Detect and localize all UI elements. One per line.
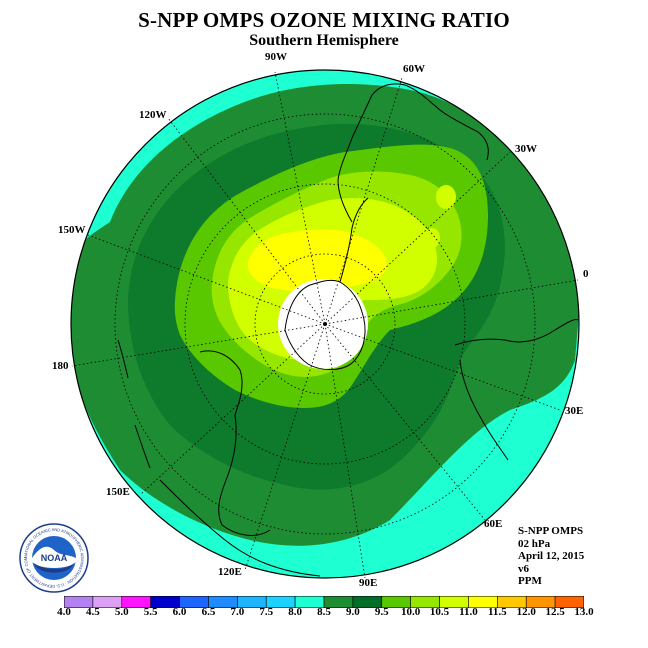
lon-label-150w: 150W	[58, 224, 86, 236]
lon-label-0: 0	[583, 268, 589, 280]
meridian-120e	[244, 323, 326, 571]
lon-label-90w: 90W	[265, 51, 287, 63]
noaa-logo: NOAA NATIONAL OCEANIC AND ATMOSPHERIC AD…	[18, 522, 89, 593]
parallel-60s	[114, 113, 536, 535]
colorbar-tick-label: 8.0	[288, 606, 302, 618]
info-block: S-NPP OMPS 02 hPa April 12, 2015 v6 PPM	[518, 525, 584, 588]
meridian-0	[324, 279, 579, 325]
antarctica-coast	[284, 279, 366, 370]
colorbar-tick-label: 7.0	[230, 606, 245, 618]
antarctic-peninsula	[339, 197, 369, 283]
colorbar-tick-label: 4.0	[57, 606, 71, 618]
contour-9-5-blob	[436, 185, 456, 209]
colorbar-tick-label: 7.5	[259, 606, 274, 618]
info-instrument: S-NPP OMPS	[518, 525, 584, 537]
colorbar-tick-label: 5.5	[143, 606, 158, 618]
colorbar-tick-label: 8.5	[317, 606, 331, 618]
map-border	[70, 69, 580, 579]
australia	[199, 350, 271, 536]
colorbar-tick-label: 6.0	[172, 606, 187, 618]
lon-label-180: 180	[52, 360, 69, 372]
meridian-30e	[324, 323, 561, 411]
parallel-80s	[254, 253, 396, 395]
lon-label-30e: 30E	[565, 405, 584, 417]
coastlines	[117, 83, 579, 577]
colorbar-tick-label: 4.5	[86, 606, 100, 618]
colorbar-tick-label: 12.5	[545, 606, 565, 618]
colorbar-tick-label: 12.0	[516, 606, 536, 618]
colorbar-tick-label: 11.5	[488, 606, 507, 618]
colorbar-tick-label: 13.0	[574, 606, 594, 618]
ozone-field	[71, 70, 579, 578]
colorbar-tick-label: 9.0	[346, 606, 360, 618]
south-pole-marker	[323, 322, 327, 326]
contour-10-0-blob	[424, 228, 440, 248]
parallel-70s	[184, 183, 466, 465]
info-version: v6	[518, 562, 529, 575]
noaa-logo-text: NOAA	[41, 553, 68, 563]
info-pressure: 02 hPa	[518, 537, 551, 550]
meridian-180	[71, 323, 326, 367]
lon-label-60e: 60E	[484, 518, 503, 530]
map-title: S-NPP OMPS OZONE MIXING RATIO	[138, 8, 510, 32]
meridian-60w	[324, 77, 403, 325]
lon-label-120w: 120W	[139, 109, 167, 121]
graticule	[71, 71, 579, 579]
lon-label-60w: 60W	[403, 63, 425, 75]
africa	[454, 319, 579, 461]
colorbar-tick-label: 5.0	[114, 606, 129, 618]
lon-label-30w: 30W	[515, 143, 537, 155]
info-date: April 12, 2015	[518, 550, 585, 562]
asia-coast	[159, 479, 321, 577]
colorbar-tick-label: 11.0	[459, 606, 478, 618]
contour-10-5	[247, 229, 387, 292]
colorbar-tick-label: 10.5	[429, 606, 450, 618]
colorbar-labels: 4.0 4.5 5.0 5.5 6.0 6.5 7.0 7.5 8.0 8.5 9.0 9.5 10.0…	[0, 606, 648, 620]
colorbar-tick-label: 6.5	[201, 606, 216, 618]
south-america	[337, 83, 489, 223]
colorbar	[64, 596, 584, 608]
new-zealand	[117, 339, 151, 469]
colorbar-tick-label: 9.5	[374, 606, 389, 618]
colorbar-tick-label: 10.0	[401, 606, 421, 618]
meridian-90w	[274, 71, 326, 325]
info-units: PPM	[518, 575, 542, 587]
map-subtitle: Southern Hemisphere	[249, 32, 399, 49]
meridian-90e	[324, 323, 366, 579]
lon-label-150e: 150E	[106, 486, 130, 498]
lon-label-120e: 120E	[218, 566, 242, 578]
lon-label-90e: 90E	[359, 577, 378, 589]
